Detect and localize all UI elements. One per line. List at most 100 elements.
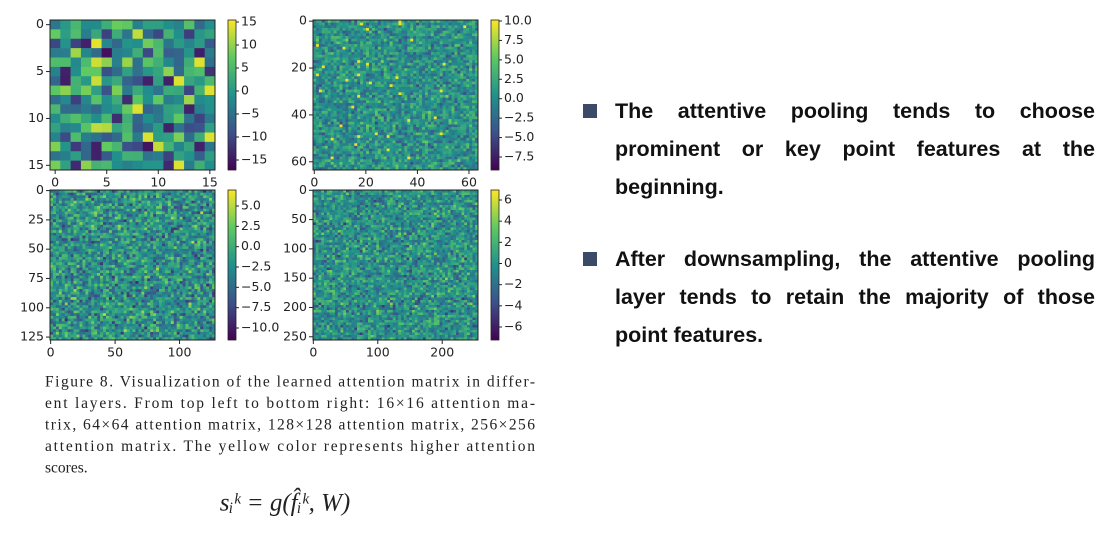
heatmap-cell: [97, 195, 101, 199]
heatmap-cell: [410, 161, 414, 165]
heatmap-cell: [457, 108, 461, 112]
heatmap-cell: [138, 192, 142, 196]
heatmap-cell: [374, 148, 379, 152]
heatmap-cell: [339, 20, 343, 23]
heatmap-cell: [424, 145, 429, 149]
heatmap-cell: [333, 116, 337, 120]
heatmap-cell: [377, 143, 382, 147]
heatmap-cell: [354, 20, 358, 23]
heatmap-cell: [469, 84, 473, 88]
heatmap-cell: [368, 129, 373, 133]
heatmap-cell: [108, 195, 113, 199]
heatmap-cell: [117, 206, 122, 210]
heatmap-cell: [111, 240, 116, 244]
heatmap-cell: [463, 105, 467, 109]
heatmap-cell: [184, 95, 195, 105]
heatmap-cell: [419, 41, 423, 45]
heatmap-cell: [164, 230, 169, 234]
heatmap-cell: [64, 208, 68, 212]
heatmap-cell: [206, 227, 210, 231]
heatmap-cell: [404, 25, 408, 29]
heatmap-cell: [348, 151, 352, 155]
heatmap-cell: [167, 222, 172, 226]
heatmap-cell: [123, 227, 127, 231]
heatmap-cell: [156, 200, 160, 204]
heatmap-cell: [141, 222, 145, 226]
heatmap-cell: [100, 216, 104, 220]
heatmap-cell: [422, 62, 426, 66]
heatmap-cell: [401, 20, 405, 23]
heatmap-cell: [315, 100, 320, 104]
heatmap-cell: [85, 238, 89, 242]
heatmap-cell: [360, 151, 364, 155]
heatmap-cell: [126, 248, 130, 252]
heatmap-cell: [313, 105, 317, 109]
heatmap-cell: [120, 246, 124, 250]
heatmap-cell: [442, 137, 446, 141]
heatmap-cell: [185, 190, 189, 193]
heatmap-cell: [445, 127, 449, 131]
heatmap-cell: [132, 254, 136, 258]
heatmap-cell: [360, 156, 364, 160]
heatmap-cell: [73, 238, 77, 242]
heatmap-cell: [85, 195, 89, 199]
heatmap-cell: [144, 248, 148, 252]
heatmap-cell: [460, 145, 464, 149]
heatmap-cell: [339, 135, 343, 139]
heatmap-cell: [336, 57, 340, 61]
heatmap-cell: [191, 259, 195, 263]
heatmap-cell: [460, 22, 464, 26]
heatmap-cell: [404, 108, 408, 112]
heatmap-cell: [401, 54, 405, 58]
heatmap-cell: [129, 240, 133, 244]
heatmap-cell: [386, 97, 390, 101]
heatmap-cell: [318, 65, 323, 69]
heatmap-cell: [327, 143, 331, 147]
heatmap-cell: [422, 70, 426, 74]
heatmap-cell: [404, 52, 408, 56]
heatmap-cell: [321, 65, 326, 69]
heatmap-cell: [466, 41, 470, 45]
heatmap-cell: [342, 73, 346, 77]
heatmap-cell: [150, 200, 154, 204]
heatmap-cell: [182, 224, 186, 228]
heatmap-cell: [416, 65, 420, 69]
heatmap-cell: [342, 143, 346, 147]
heatmap-cell: [52, 208, 57, 212]
heatmap-cell: [416, 129, 420, 133]
heatmap-cell: [433, 41, 438, 45]
heatmap-cell: [318, 161, 323, 165]
heatmap-cell: [383, 70, 387, 74]
heatmap-cell: [354, 111, 358, 115]
heatmap-cell: [419, 151, 423, 155]
heatmap-cell: [185, 232, 189, 236]
heatmap-cell: [339, 62, 343, 66]
heatmap-cell: [70, 203, 74, 207]
heatmap-cell: [82, 248, 86, 252]
heatmap-cell: [357, 129, 361, 133]
heatmap-cell: [330, 164, 334, 168]
heatmap-cell: [416, 57, 420, 61]
heatmap-cell: [354, 124, 358, 128]
heatmap-cell: [357, 153, 361, 157]
heatmap-cell: [448, 22, 452, 26]
heatmap-cell: [82, 224, 86, 228]
heatmap-cell: [327, 86, 331, 90]
heatmap-cell: [88, 230, 92, 234]
heatmap-cell: [389, 84, 393, 88]
heatmap-cell: [354, 135, 358, 139]
heatmap-cell: [100, 206, 104, 210]
heatmap-cell: [191, 192, 195, 196]
heatmap-cell: [64, 214, 68, 218]
heatmap-cell: [91, 66, 102, 77]
heatmap-cell: [366, 151, 370, 155]
heatmap-cell: [354, 70, 358, 74]
heatmap-cell: [91, 219, 95, 223]
heatmap-cell: [315, 143, 320, 147]
heatmap-cell: [380, 159, 385, 163]
heatmap-cell: [342, 30, 346, 34]
heatmap-cell: [188, 219, 192, 223]
heatmap-cell: [91, 243, 95, 247]
heatmap-cell: [339, 159, 343, 163]
heatmap-cell: [407, 52, 411, 56]
